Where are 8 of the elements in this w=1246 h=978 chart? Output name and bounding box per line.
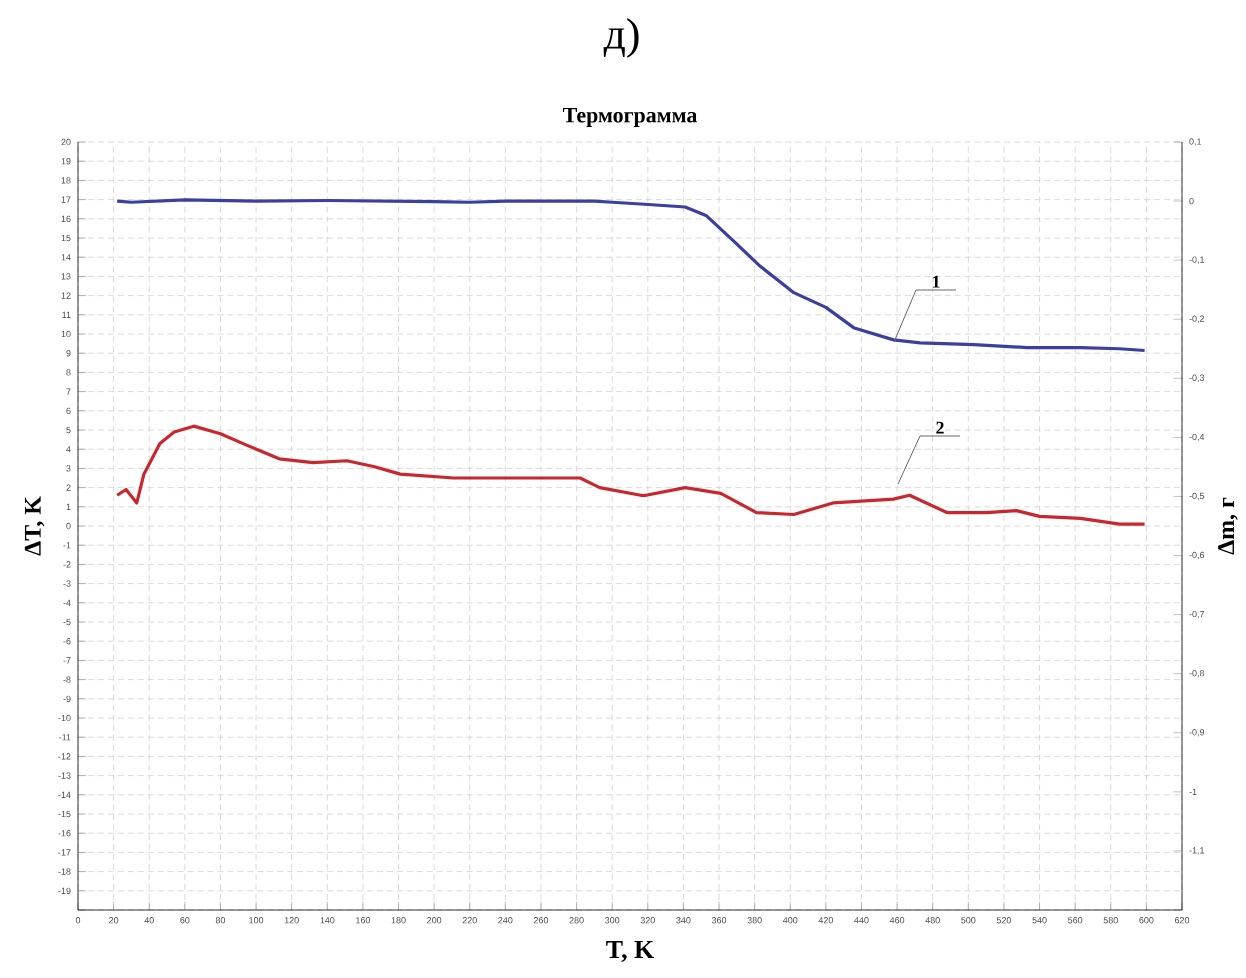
x-axis-title: T, K — [606, 941, 654, 963]
annotation: 2 — [936, 421, 944, 434]
text: д) — [603, 18, 639, 58]
chart-title: Термограмма — [562, 107, 698, 127]
y2-axis-title: Δm, г — [1218, 497, 1238, 555]
line-series — [115, 198, 1147, 353]
annotation: 1 — [932, 275, 940, 288]
y-axis-title: ΔT, K — [24, 496, 45, 556]
